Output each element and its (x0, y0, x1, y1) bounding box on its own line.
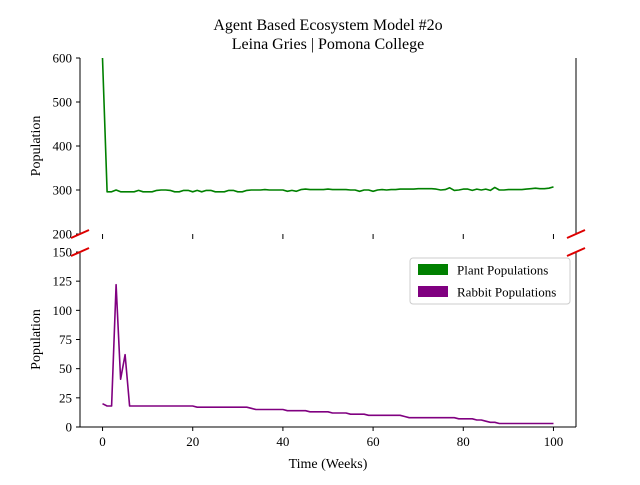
chart-subtitle: Leina Gries | Pomona College (232, 36, 425, 53)
plant-population-line (101, 57, 554, 193)
axis-break-mark (566, 247, 586, 257)
bottom-y-tick-label: 50 (59, 361, 72, 376)
legend-swatch-plant (418, 264, 448, 275)
axis-break-mark (70, 247, 90, 257)
x-tick-label: 20 (186, 434, 199, 449)
bottom-y-tick-label: 75 (59, 332, 72, 347)
legend-label-plant: Plant Populations (457, 263, 548, 278)
bottom-y-tick-label: 0 (66, 420, 73, 435)
x-axis-label: Time (Weeks) (289, 457, 368, 472)
x-tick-label: 0 (99, 434, 106, 449)
top-y-tick-label: 500 (53, 95, 73, 110)
top-y-tick-label: 400 (53, 139, 73, 154)
legend-label-rabbit: Rabbit Populations (457, 285, 556, 300)
top-panel: 200 300 400 500 600 Population (29, 51, 577, 242)
x-tick-label: 60 (367, 434, 380, 449)
bottom-y-tick-label: 25 (59, 390, 72, 405)
bottom-y-tick-label: 150 (53, 245, 73, 260)
axis-break-mark (566, 229, 586, 239)
bottom-y-axis-label: Population (29, 309, 44, 370)
axis-break-mark (70, 229, 90, 239)
rabbit-population-line (102, 283, 554, 425)
top-y-tick-label: 600 (53, 51, 73, 66)
bottom-y-tick-label: 100 (53, 303, 73, 318)
legend-swatch-rabbit (418, 286, 448, 297)
x-tick-label: 100 (544, 434, 564, 449)
top-y-tick-label: 300 (53, 183, 73, 198)
legend-frame (409, 257, 571, 305)
x-tick-label: 80 (457, 434, 470, 449)
bottom-panel: 0 25 50 75 100 125 150 0 20 40 60 80 100 Population (29, 245, 577, 449)
x-tick-label: 40 (276, 434, 289, 449)
axis-break-marks (70, 229, 586, 257)
chart-title: Agent Based Ecosystem Model #2o (213, 17, 442, 34)
top-y-tick-label: 200 (53, 227, 73, 242)
bottom-y-tick-label: 125 (53, 274, 73, 289)
legend: Plant Populations Rabbit Populations (409, 257, 571, 305)
top-y-axis-label: Population (29, 116, 44, 177)
